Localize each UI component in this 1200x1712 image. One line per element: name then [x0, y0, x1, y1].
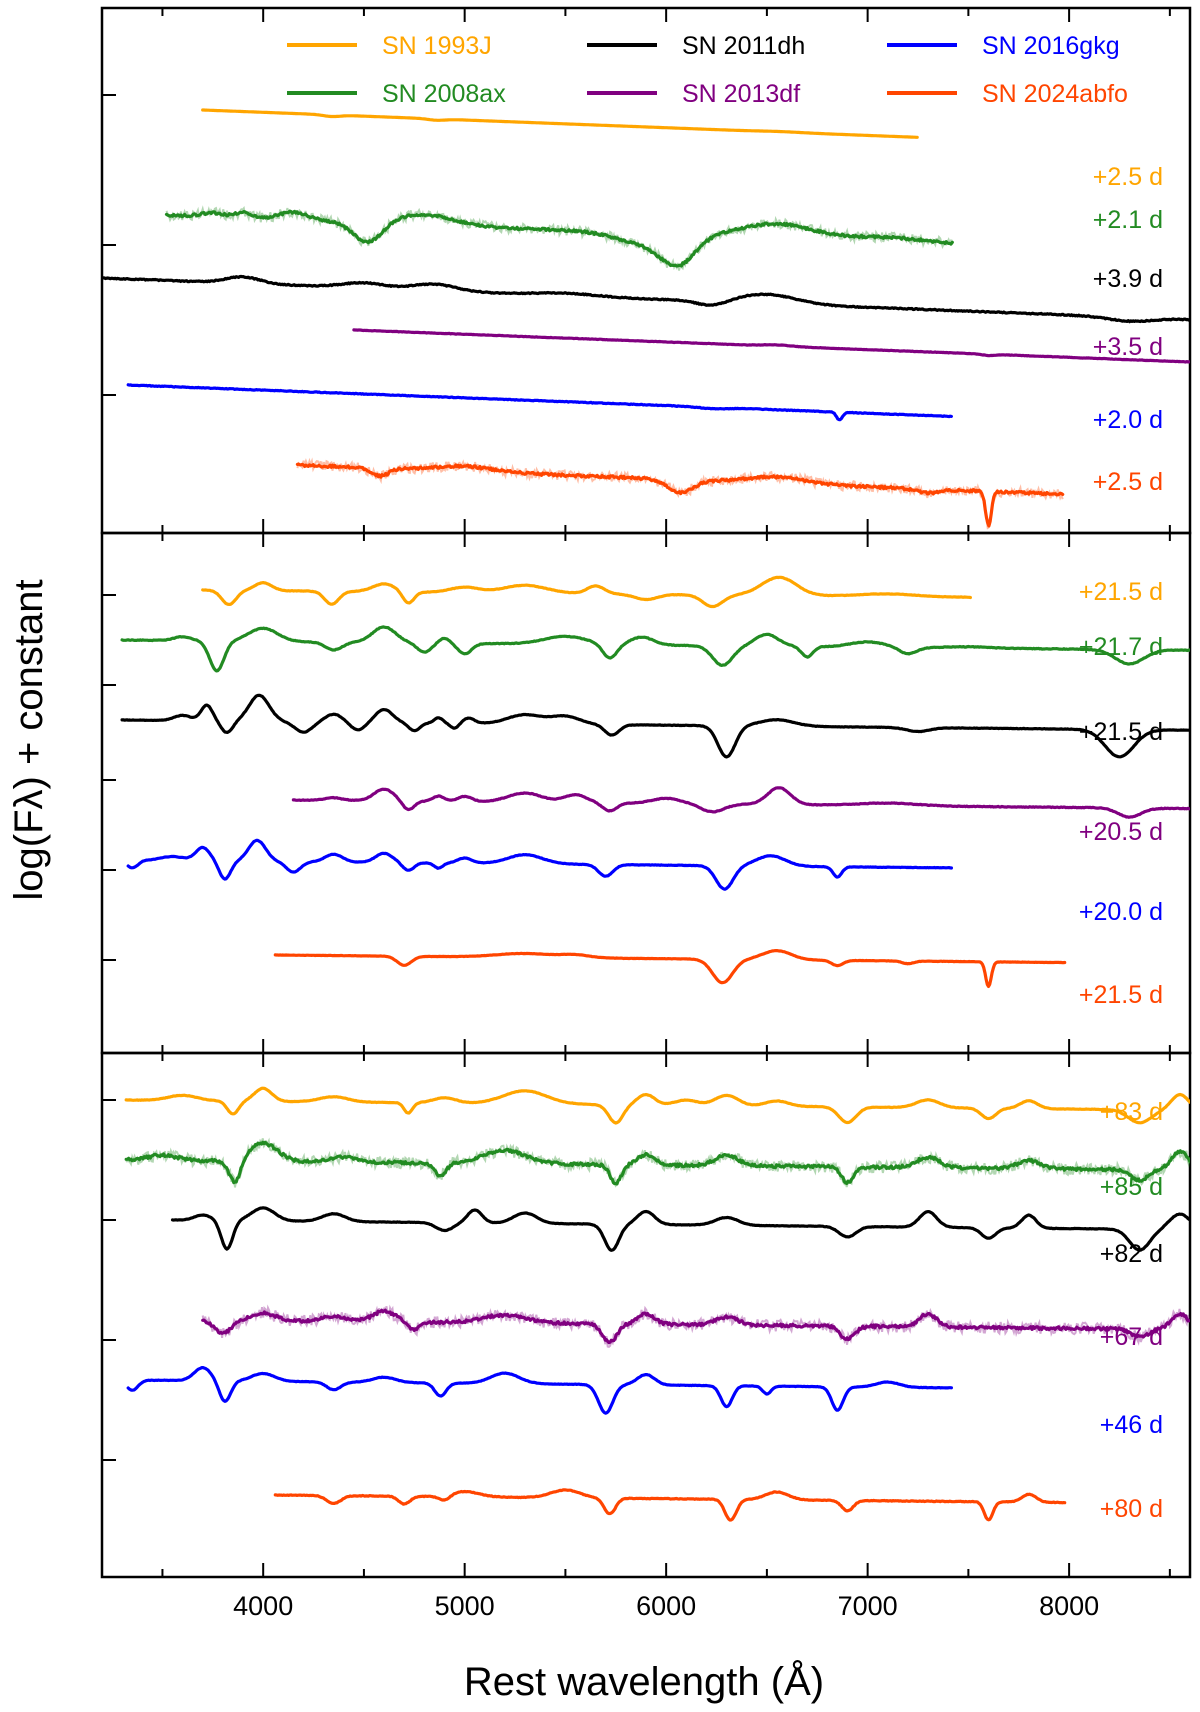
spectrum-sn-2011dh — [102, 274, 1190, 324]
x-tick-label: 7000 — [838, 1591, 898, 1621]
spectrum-sn-2008ax — [120, 625, 1190, 673]
x-axis-label: Rest wavelength (Å) — [464, 1659, 824, 1704]
epoch-label: +21.5 d — [1079, 718, 1163, 746]
panel-late: +83 d +85 d +82 d +67 d +46 d +80 d — [100, 1051, 1192, 1579]
panel-frame — [100, 1051, 1192, 1579]
spectrum-sn-1993j — [201, 575, 972, 609]
x-tick-label: 4000 — [233, 1591, 293, 1621]
spectrum-raw-sn-2008ax — [165, 205, 953, 271]
legend-label: SN 2008ax — [382, 80, 506, 108]
spectrum-raw-sn-2008ax — [125, 1137, 1190, 1188]
epoch-label: +46 d — [1100, 1411, 1163, 1439]
epoch-label: +20.5 d — [1079, 818, 1163, 846]
spectrum-sn-2024abfo — [273, 1488, 1067, 1522]
epoch-label: +2.1 d — [1093, 206, 1163, 234]
spectrum-sn-2008ax — [124, 1140, 1190, 1186]
spectrum-sn-2016gkg — [126, 383, 953, 422]
epoch-label: +83 d — [1100, 1098, 1163, 1126]
legend-label: SN 2016gkg — [982, 32, 1120, 60]
panel-mid: +21.5 d +21.7 d +21.5 d +20.5 d +20.0 d +21.5… — [100, 531, 1192, 1055]
epoch-label: +21.7 d — [1079, 633, 1163, 661]
spectrum-sn-2011dh — [170, 1206, 1190, 1252]
panel-frame — [100, 531, 1192, 1055]
x-tick-label: 6000 — [636, 1591, 696, 1621]
x-tick-label: 5000 — [435, 1591, 495, 1621]
epoch-label: +80 d — [1100, 1495, 1163, 1523]
epoch-label: +21.5 d — [1079, 981, 1163, 1009]
epoch-label: +82 d — [1100, 1240, 1163, 1268]
spectra-mid — [120, 575, 1190, 988]
spectrum-sn-2008ax — [164, 209, 954, 268]
x-ticks: 4000 5000 6000 7000 8000 — [233, 1591, 1099, 1621]
spectrum-sn-2013df — [352, 328, 1190, 364]
epoch-label: +2.0 d — [1093, 406, 1163, 434]
spectrum-sn-2011dh — [120, 693, 1190, 759]
epoch-label: +3.5 d — [1093, 333, 1163, 361]
spectrum-sn-2016gkg — [126, 1366, 953, 1415]
epoch-label: +67 d — [1100, 1323, 1163, 1351]
spectrum-sn-2016gkg — [126, 838, 953, 891]
spectrum-raw-sn-2013df — [201, 1304, 1190, 1349]
legend-label: SN 2011dh — [682, 32, 805, 60]
spectrum-sn-2013df — [291, 786, 1190, 819]
panels: +2.5 d +2.1 d +3.9 d +3.5 d +2.0 d +2.5 d +21.… — [100, 6, 1192, 1579]
spectrum-sn-1993j — [201, 108, 919, 139]
legend-label: SN 1993J — [382, 32, 492, 60]
spectra-early — [102, 108, 1190, 530]
spectrum-sn-2013df — [201, 1308, 1190, 1345]
epoch-label: +3.9 d — [1093, 265, 1163, 293]
epoch-label: +21.5 d — [1079, 578, 1163, 606]
epoch-label: +2.5 d — [1093, 163, 1163, 191]
spectrum-sn-2024abfo — [295, 462, 1065, 528]
epoch-label: +20.0 d — [1079, 898, 1163, 926]
spectrum-sn-1993j — [124, 1086, 1190, 1125]
legend-label: SN 2024abfo — [982, 80, 1128, 108]
epoch-label: +2.5 d — [1093, 468, 1163, 496]
panel-early: +2.5 d +2.1 d +3.9 d +3.5 d +2.0 d +2.5 d — [100, 6, 1192, 535]
epoch-label: +85 d — [1100, 1173, 1163, 1201]
legend-label: SN 2013df — [682, 80, 800, 108]
x-tick-label: 8000 — [1039, 1591, 1099, 1621]
spectra-late — [124, 1086, 1190, 1522]
y-axis-label: log(Fλ) + constant — [7, 579, 51, 900]
spectrum-sn-2024abfo — [273, 949, 1067, 988]
legend: SN 1993J SN 2011dh SN 2016gkg SN 2008ax SN 2… — [287, 32, 1128, 108]
